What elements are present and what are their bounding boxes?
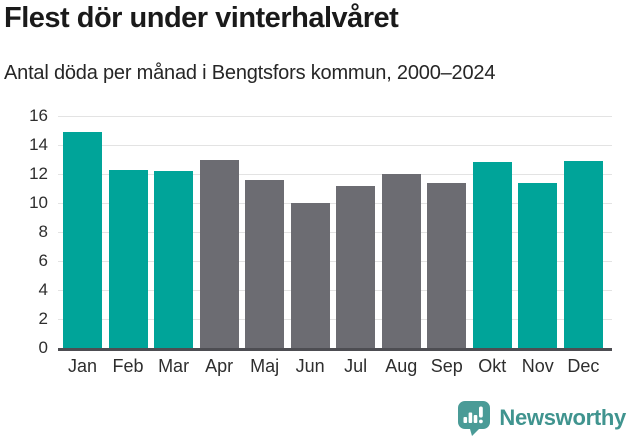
x-tick-label-nov: Nov (521, 356, 554, 376)
gridline-16 (58, 116, 612, 117)
x-tick-label-jan: Jan (67, 356, 98, 376)
bar-jan (63, 131, 102, 348)
gridline-14 (58, 145, 612, 146)
x-tick-label-sep: Sep (430, 356, 463, 376)
bar-series (58, 116, 612, 348)
y-tick-label-4: 4 (38, 280, 48, 299)
bar-nov (518, 182, 558, 348)
x-tick-label-jul: Jul (344, 356, 368, 376)
x-tick-label-apr: Apr (205, 356, 234, 376)
y-tick-label-2: 2 (38, 309, 48, 328)
y-tick-label-16: 16 (29, 106, 48, 125)
x-tick-label-dec: Dec (567, 356, 600, 376)
bar-aug (381, 174, 421, 348)
newsworthy-logo-icon (458, 401, 491, 436)
y-tick-label-8: 8 (38, 222, 48, 241)
x-tick-label-okt: Okt (478, 356, 507, 376)
bar-dec (563, 160, 603, 348)
bar-okt (472, 162, 512, 348)
bar-feb (108, 169, 148, 348)
y-tick-label-6: 6 (38, 251, 48, 270)
newsworthy-logo: Newsworthy (456, 399, 626, 436)
x-tick-label-feb: Feb (112, 356, 144, 376)
x-tick-label-mar: Mar (158, 356, 190, 376)
gridline-8 (58, 232, 612, 233)
y-tick-label-14: 14 (29, 135, 48, 154)
gridline-2 (58, 319, 612, 320)
bar-mar (154, 171, 194, 348)
x-axis-labels: Jan Feb Mar Apr Maj Jun Jul Aug Sep Okt Nov Dec (58, 356, 612, 377)
bar-maj (245, 179, 285, 348)
x-tick-label-aug: Aug (385, 356, 418, 376)
chart-subtitle: Antal döda per månad i Bengtsfors kommun… (4, 62, 496, 84)
y-tick-label-12: 12 (29, 164, 48, 183)
y-axis-labels: 0 2 4 6 8 10 12 14 16 (0, 106, 48, 357)
gridline-10 (58, 203, 612, 204)
bar-apr (199, 159, 239, 348)
x-tick-label-jun: Jun (295, 356, 325, 376)
bar-jun (290, 203, 330, 348)
gridline-4 (58, 290, 612, 291)
chart-title: Flest dör under vinterhalvåret (4, 2, 399, 34)
y-tick-label-0: 0 (38, 338, 48, 357)
bar-jul (336, 185, 376, 348)
plot-area (58, 116, 612, 351)
bar-sep (427, 182, 467, 348)
newsworthy-wordmark: Newsworthy (499, 404, 626, 430)
x-tick-label-maj: Maj (250, 356, 280, 376)
gridline-12 (58, 174, 612, 175)
gridline-6 (58, 261, 612, 262)
y-tick-label-10: 10 (29, 193, 48, 212)
